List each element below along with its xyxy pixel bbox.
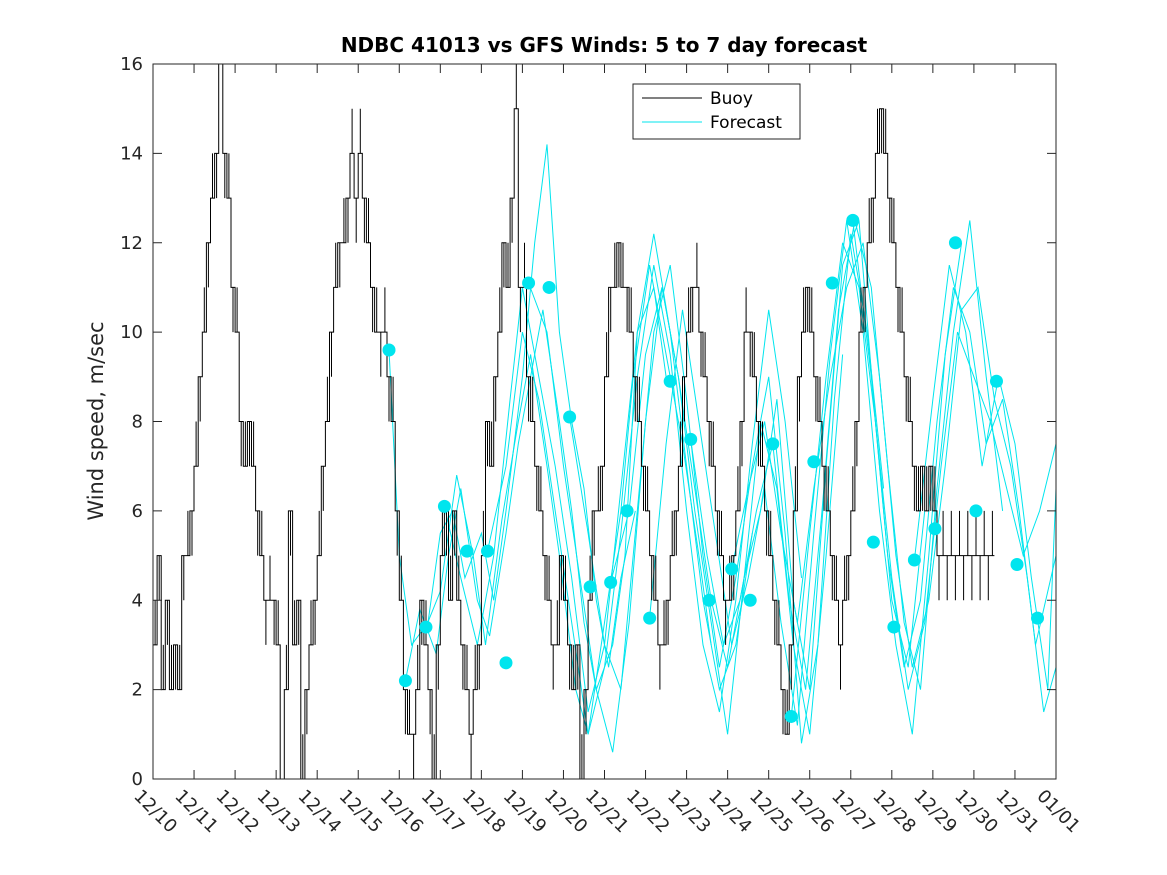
forecast-line <box>649 220 963 735</box>
forecast-line <box>443 233 753 713</box>
forecast-marker <box>481 544 495 558</box>
forecast-markers <box>382 213 1045 723</box>
forecast-line <box>690 220 1004 690</box>
forecast-marker <box>948 236 962 250</box>
buoy-series <box>153 63 995 780</box>
forecast-marker <box>522 276 536 290</box>
forecast-series <box>388 144 1057 753</box>
forecast-line <box>569 233 885 744</box>
forecast-marker <box>989 374 1003 388</box>
forecast-marker <box>766 437 780 451</box>
legend-buoy-label: Buoy <box>710 89 753 109</box>
forecast-line <box>913 264 1057 690</box>
forecast-marker <box>398 674 412 688</box>
forecast-marker <box>460 544 474 558</box>
forecast-marker <box>887 620 901 634</box>
forecast-marker <box>563 410 577 424</box>
legend: Buoy Forecast <box>632 83 801 140</box>
y-axis-ticks: 0 2 4 6 8 10 12 14 16 <box>120 54 1056 790</box>
forecast-marker <box>825 276 839 290</box>
forecast-marker <box>743 593 757 607</box>
y-tick-label: 12 <box>120 233 143 254</box>
forecast-marker <box>542 280 556 294</box>
forecast-marker <box>907 553 921 567</box>
forecast-marker <box>702 593 716 607</box>
forecast-line <box>404 287 667 692</box>
forecast-marker <box>969 504 983 518</box>
forecast-marker <box>382 343 396 357</box>
forecast-marker <box>663 374 677 388</box>
forecast-marker <box>1031 611 1045 625</box>
forecast-marker <box>784 709 798 723</box>
y-tick-label: 0 <box>132 769 143 790</box>
buoy-line <box>153 63 995 780</box>
legend-forecast-label: Forecast <box>710 113 782 133</box>
forecast-marker <box>604 575 618 589</box>
forecast-marker <box>725 562 739 576</box>
forecast-marker <box>807 455 821 469</box>
forecast-marker <box>928 522 942 536</box>
forecast-marker <box>684 432 698 446</box>
forecast-line <box>731 242 1057 713</box>
forecast-marker <box>583 580 597 594</box>
y-tick-label: 2 <box>132 680 143 701</box>
forecast-line <box>852 220 1057 668</box>
forecast-marker <box>419 620 433 634</box>
y-tick-label: 16 <box>120 54 143 75</box>
y-tick-label: 10 <box>120 322 143 343</box>
forecast-marker <box>866 535 880 549</box>
y-tick-label: 8 <box>132 412 143 433</box>
legend-box <box>632 83 801 140</box>
forecast-marker <box>643 611 657 625</box>
y-tick-label: 4 <box>132 590 143 611</box>
chart-title: NDBC 41013 vs GFS Winds: 5 to 7 day fore… <box>341 33 868 57</box>
y-tick-label: 14 <box>120 143 143 164</box>
forecast-line <box>487 265 802 735</box>
forecast-marker <box>846 213 860 227</box>
y-tick-label: 6 <box>132 501 143 522</box>
forecast-marker <box>437 499 451 513</box>
forecast-marker <box>620 504 634 518</box>
forecast-marker <box>1010 558 1024 571</box>
forecast-line <box>790 242 1057 717</box>
y-axis-label: Wind speed, m/sec <box>84 321 108 520</box>
forecast-marker <box>499 656 513 670</box>
